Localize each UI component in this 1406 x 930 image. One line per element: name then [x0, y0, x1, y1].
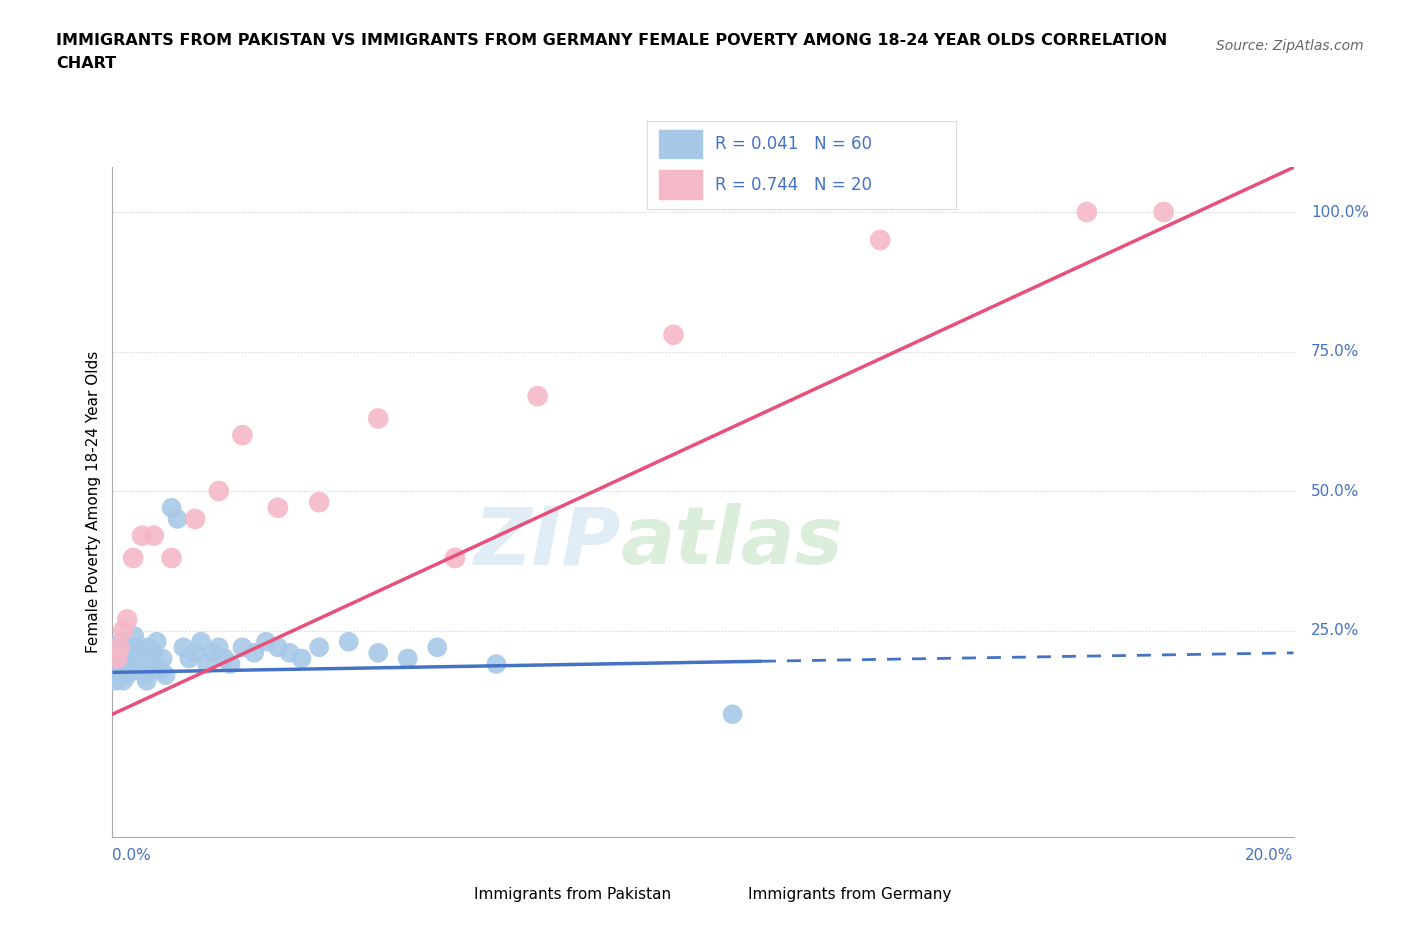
Point — [112, 657, 135, 671]
Point — [136, 640, 159, 655]
Point — [367, 411, 389, 426]
Text: 75.0%: 75.0% — [1312, 344, 1360, 359]
Point — [108, 640, 131, 655]
Point — [396, 651, 419, 666]
Point — [127, 640, 149, 655]
Text: 20.0%: 20.0% — [1246, 848, 1294, 863]
Point — [201, 645, 224, 660]
Bar — [659, 170, 703, 199]
Text: 100.0%: 100.0% — [1312, 205, 1369, 219]
Point — [184, 645, 207, 660]
Point — [120, 662, 142, 677]
Point — [114, 662, 136, 677]
Point — [267, 500, 290, 515]
Point — [267, 640, 290, 655]
Point — [308, 640, 330, 655]
Point — [190, 634, 212, 649]
Point — [869, 232, 891, 247]
Point — [108, 668, 131, 683]
Point — [444, 551, 467, 565]
Text: 25.0%: 25.0% — [1312, 623, 1360, 638]
Point — [1076, 205, 1098, 219]
Point — [367, 645, 389, 660]
Point — [117, 668, 138, 683]
Point — [112, 640, 135, 655]
Text: IMMIGRANTS FROM PAKISTAN VS IMMIGRANTS FROM GERMANY FEMALE POVERTY AMONG 18-24 Y: IMMIGRANTS FROM PAKISTAN VS IMMIGRANTS F… — [56, 33, 1167, 47]
Point — [254, 634, 277, 649]
Point — [172, 640, 194, 655]
Point — [1153, 205, 1175, 219]
Point — [117, 657, 139, 671]
Point — [112, 623, 135, 638]
Text: R = 0.744   N = 20: R = 0.744 N = 20 — [714, 176, 872, 193]
Text: R = 0.041   N = 60: R = 0.041 N = 60 — [714, 135, 872, 153]
Point — [114, 645, 136, 660]
Text: Source: ZipAtlas.com: Source: ZipAtlas.com — [1216, 39, 1364, 53]
Point — [155, 668, 177, 683]
Point — [662, 327, 685, 342]
Point — [214, 651, 236, 666]
Point — [231, 640, 253, 655]
Y-axis label: Female Poverty Among 18-24 Year Olds: Female Poverty Among 18-24 Year Olds — [86, 352, 101, 654]
Point — [107, 640, 129, 655]
Point — [134, 668, 156, 683]
Point — [149, 662, 172, 677]
Point — [160, 500, 183, 515]
Text: 0.0%: 0.0% — [112, 848, 152, 863]
Point — [108, 657, 131, 671]
Point — [146, 634, 169, 649]
Point — [117, 612, 138, 627]
Point — [166, 512, 188, 526]
Point — [278, 645, 301, 660]
Point — [219, 657, 242, 671]
Text: 50.0%: 50.0% — [1312, 484, 1360, 498]
Point — [208, 484, 231, 498]
Point — [135, 673, 157, 688]
Point — [111, 662, 134, 677]
Text: ZIP: ZIP — [472, 503, 620, 581]
Point — [160, 551, 183, 565]
Point — [125, 657, 148, 671]
Point — [131, 651, 153, 666]
Point — [122, 551, 145, 565]
Point — [308, 495, 330, 510]
Point — [184, 512, 207, 526]
Point — [337, 634, 360, 649]
Point — [110, 645, 132, 660]
Point — [105, 662, 128, 677]
Point — [243, 645, 266, 660]
Point — [721, 707, 744, 722]
Point — [105, 651, 128, 666]
Point — [104, 673, 127, 688]
Point — [231, 428, 253, 443]
Point — [208, 640, 231, 655]
Point — [485, 657, 508, 671]
Point — [128, 662, 150, 677]
Point — [426, 640, 449, 655]
Point — [142, 528, 165, 543]
Point — [139, 657, 162, 671]
Point — [152, 651, 174, 666]
Point — [179, 651, 201, 666]
Point — [118, 645, 141, 660]
Point — [142, 645, 165, 660]
Point — [115, 651, 138, 666]
Point — [131, 528, 153, 543]
Point — [120, 640, 142, 655]
Text: CHART: CHART — [56, 56, 117, 71]
Point — [195, 657, 218, 671]
Point — [110, 634, 132, 649]
Text: Immigrants from Germany: Immigrants from Germany — [748, 887, 952, 902]
Point — [124, 629, 146, 644]
Text: atlas: atlas — [620, 503, 844, 581]
Point — [111, 651, 134, 666]
Point — [290, 651, 312, 666]
Bar — [659, 129, 703, 158]
Text: Immigrants from Pakistan: Immigrants from Pakistan — [474, 887, 671, 902]
Point — [112, 673, 135, 688]
Point — [107, 651, 129, 666]
Point — [122, 651, 145, 666]
Point — [526, 389, 548, 404]
